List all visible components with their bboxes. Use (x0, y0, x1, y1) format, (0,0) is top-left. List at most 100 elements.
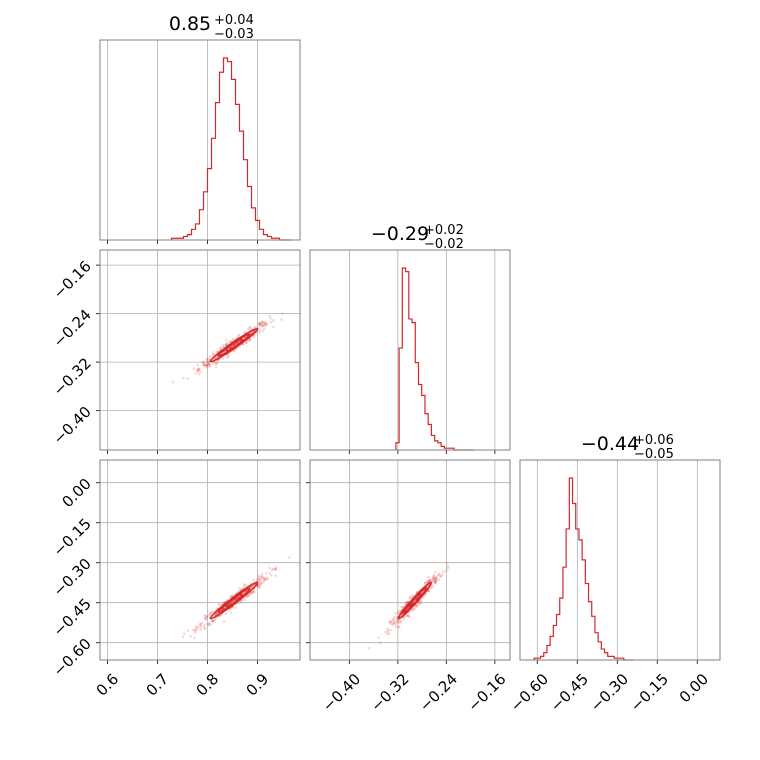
sample-point (436, 574, 440, 577)
sample-point (433, 581, 437, 584)
sample-point (235, 597, 238, 601)
sample-point (435, 577, 438, 581)
sample-point (232, 343, 235, 347)
sample-point (205, 357, 209, 360)
sample-point (268, 571, 272, 575)
sample-point (252, 578, 255, 582)
sample-point (256, 577, 259, 581)
sample-point (206, 360, 209, 363)
sample-point (224, 343, 227, 347)
sample-point (196, 367, 200, 371)
sample-point (411, 601, 414, 605)
sample-point (415, 603, 418, 607)
sample-point (237, 333, 241, 337)
sample-point (251, 591, 255, 595)
sample-point (197, 369, 200, 373)
sample-point (272, 325, 275, 329)
contour-level-3 (397, 581, 433, 620)
sample-point (392, 617, 395, 621)
sample-point (431, 580, 435, 583)
sample-point (258, 322, 262, 325)
title-lower-error: −0.03 (214, 27, 254, 42)
sample-point (238, 587, 241, 590)
sample-point (432, 577, 436, 581)
sample-point (258, 327, 261, 330)
sample-point (211, 353, 215, 356)
sample-point (397, 621, 400, 625)
title-lower-error: −0.02 (424, 237, 464, 252)
sample-point (437, 578, 441, 581)
sample-point (389, 620, 392, 624)
sample-point (437, 573, 441, 577)
sample-point (202, 364, 206, 367)
sample-point (205, 615, 208, 619)
sample-point (193, 628, 197, 632)
sample-point (432, 574, 436, 578)
sample-point (229, 601, 233, 604)
sample-point (258, 581, 261, 585)
histogram-p1 (395, 267, 474, 451)
sample-point (222, 619, 226, 623)
panel-frame-1-0 (99, 249, 301, 451)
sample-point (232, 343, 236, 347)
sample-point (257, 322, 261, 326)
sample-point (410, 609, 414, 613)
sample-point (181, 635, 185, 639)
sample-point (226, 342, 229, 345)
sample-point (235, 596, 239, 600)
sample-point (416, 595, 420, 599)
sample-point (209, 623, 213, 626)
y-tick-label: −0.15 (50, 515, 95, 560)
histogram-frame (519, 459, 721, 661)
sample-point (394, 612, 397, 615)
sample-point (269, 320, 273, 324)
sample-point (203, 616, 206, 620)
sample-point (431, 577, 435, 581)
sample-point (437, 572, 441, 576)
sample-point (233, 350, 236, 353)
sample-point (204, 617, 208, 621)
sample-point (208, 365, 212, 368)
sample-point (427, 579, 431, 582)
sample-point (249, 326, 252, 329)
sample-point (252, 590, 255, 593)
sample-point (392, 618, 395, 622)
sample-point (202, 624, 206, 627)
sample-point (204, 363, 208, 367)
title-lower-error: −0.05 (634, 447, 674, 462)
sample-point (214, 362, 218, 365)
sample-point (271, 567, 275, 571)
sample-point (197, 368, 201, 371)
sample-point (265, 571, 268, 575)
sample-point (229, 595, 232, 599)
sample-point (259, 321, 262, 325)
sample-point (233, 342, 237, 346)
x-tick-label-p1: −0.32 (367, 670, 412, 715)
sample-point (229, 345, 233, 349)
sample-point (199, 370, 203, 374)
sample-point (394, 622, 397, 626)
sample-point (258, 322, 261, 325)
sample-point (446, 566, 450, 570)
sample-point (215, 361, 219, 365)
sample-point (207, 364, 210, 368)
sample-point (427, 579, 431, 583)
sample-point (398, 625, 401, 628)
sample-point (259, 582, 263, 586)
contour-level-3 (209, 581, 259, 620)
sample-point (204, 618, 207, 621)
sample-point (386, 629, 390, 633)
sample-point (263, 320, 267, 324)
sample-point (224, 342, 228, 346)
x-tick-label-p2: −0.45 (547, 670, 592, 715)
sample-point (265, 578, 269, 581)
sample-point (235, 341, 239, 345)
sample-point (229, 611, 232, 614)
sample-point (196, 625, 199, 629)
sample-point (258, 579, 261, 583)
sample-point (248, 338, 252, 341)
sample-point (441, 573, 444, 576)
sample-point (200, 621, 204, 625)
sample-point (270, 573, 273, 577)
sample-point (264, 324, 267, 327)
